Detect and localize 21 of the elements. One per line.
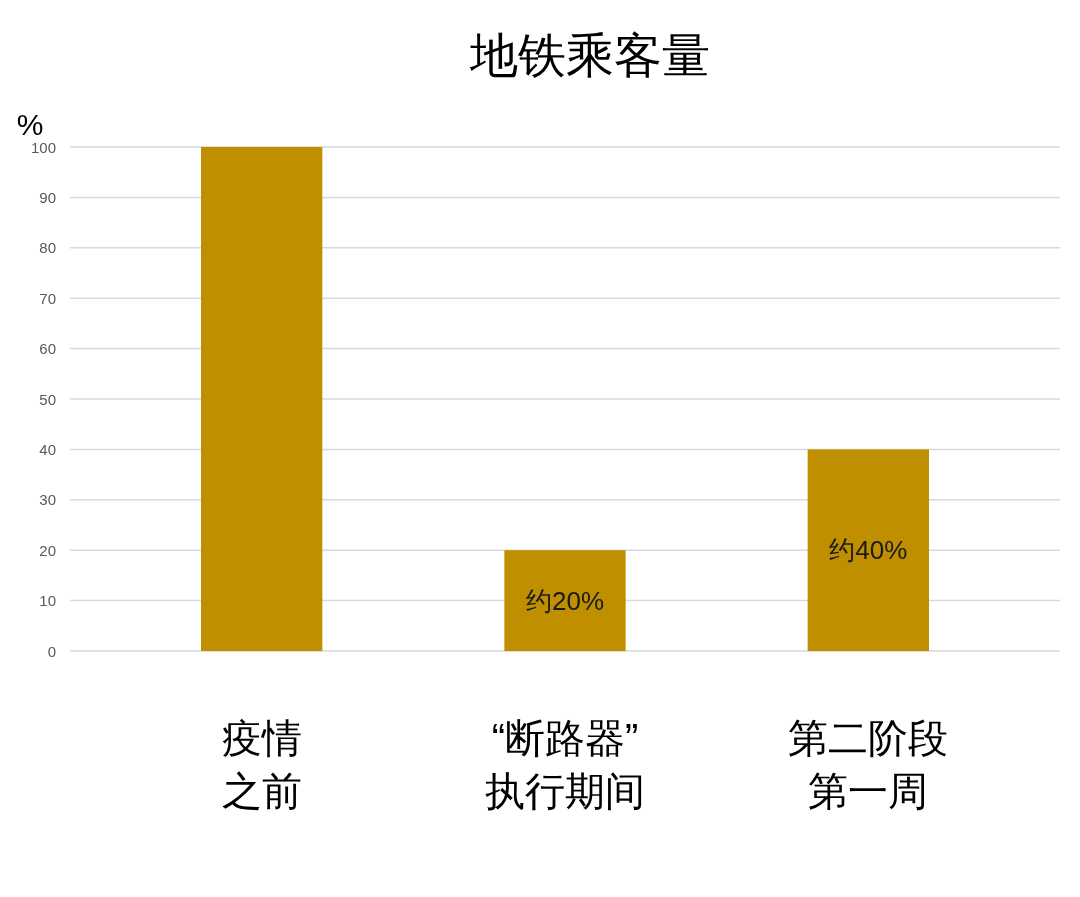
y-tick-label: 50	[39, 390, 56, 408]
chart-title: 地铁乘客量	[469, 29, 710, 82]
y-axis-title: %	[16, 108, 44, 141]
y-tick-label: 100	[30, 138, 56, 156]
y-tick-label: 0	[47, 642, 56, 660]
data-label: 约20%	[525, 585, 605, 616]
y-tick-label: 90	[39, 188, 56, 206]
x-tick-label: 第二阶段第一周	[788, 716, 949, 813]
y-tick-label: 40	[39, 440, 56, 458]
y-tick-label: 60	[39, 340, 56, 358]
y-tick-label: 80	[39, 239, 56, 257]
y-tick-label: 10	[39, 592, 56, 610]
data-label: 约40%	[829, 535, 908, 566]
y-tick-label: 70	[39, 289, 56, 307]
bar	[504, 550, 626, 651]
y-tick-label: 20	[39, 541, 56, 559]
bar	[807, 449, 929, 651]
x-tick-label: 疫情之前	[221, 716, 302, 813]
x-tick-label: “断路器”执行期间	[485, 716, 645, 813]
y-tick-label: 30	[39, 491, 56, 509]
bar	[201, 147, 323, 651]
